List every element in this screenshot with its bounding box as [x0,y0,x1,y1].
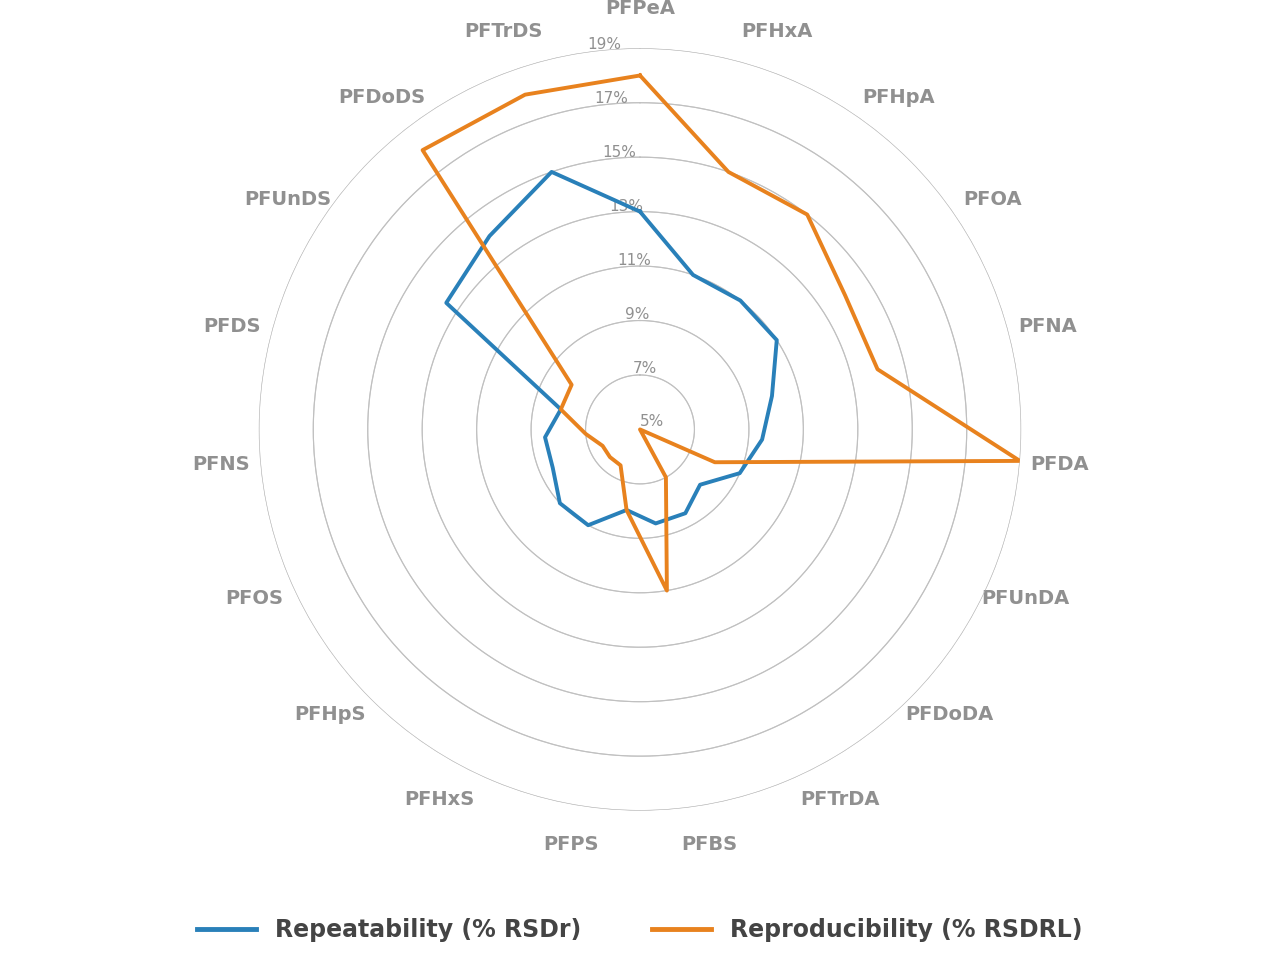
Legend: Repeatability (% RSDr), Reproducibility (% RSDRL): Repeatability (% RSDr), Reproducibility … [188,908,1092,951]
